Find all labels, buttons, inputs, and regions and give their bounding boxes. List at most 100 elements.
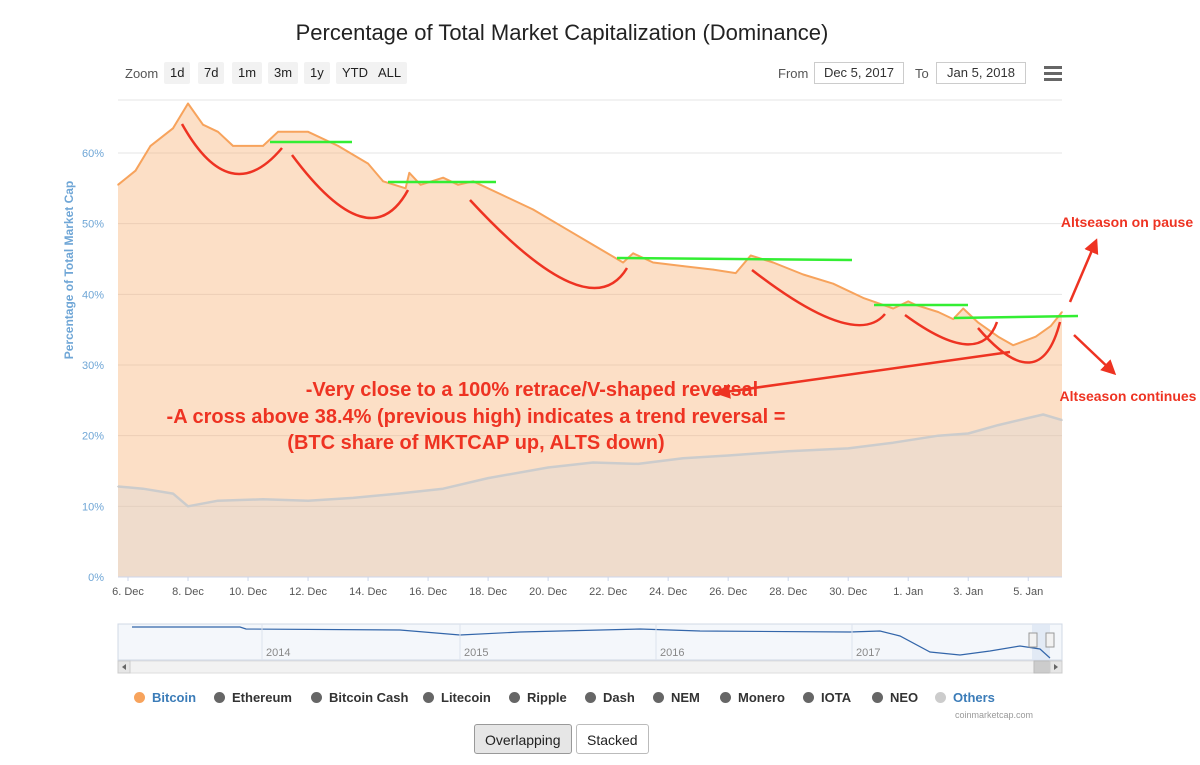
annotation-line-3: (BTC share of MKTCAP up, ALTS down) <box>287 432 664 454</box>
data-point-bitcoin <box>962 307 964 310</box>
zoom-all-button[interactable]: ALL <box>372 62 408 84</box>
data-point-bitcoin <box>622 261 624 264</box>
y-tick-label: 40% <box>82 289 104 301</box>
data-point-bitcoin <box>977 321 979 324</box>
legend-label: Dash <box>603 690 635 705</box>
x-tick-label: 16. Dec <box>409 586 447 598</box>
data-point-others <box>1027 417 1029 419</box>
series-area-bitcoin <box>118 103 1062 577</box>
legend-item-ethereum[interactable]: Ethereum <box>214 690 292 705</box>
arrow-continues <box>1073 334 1117 376</box>
chart-title: Percentage of Total Market Capitalizatio… <box>295 20 829 45</box>
data-point-others <box>262 498 264 501</box>
legend-dot-icon <box>585 692 596 703</box>
zoom-3m-button[interactable]: 3m <box>268 62 299 84</box>
credits-link[interactable]: coinmarketcap.com <box>955 710 1034 720</box>
navigator-left-handle[interactable] <box>1028 632 1038 648</box>
legend-item-monero[interactable]: Monero <box>720 690 785 705</box>
legend-label: Bitcoin Cash <box>329 690 409 705</box>
annotation-line-2: -A cross above 38.4% (previous high) ind… <box>167 406 786 428</box>
data-point-bitcoin <box>217 131 219 133</box>
data-point-bitcoin <box>592 244 594 246</box>
legend-dot-icon <box>214 692 225 703</box>
data-point-others <box>727 454 729 457</box>
data-point-bitcoin <box>202 123 204 126</box>
retrace-curve-6 <box>977 321 1062 364</box>
data-point-bitcoin <box>907 300 909 303</box>
x-tick-label: 10. Dec <box>229 586 267 598</box>
legend-item-iota[interactable]: IOTA <box>803 690 851 705</box>
legend-item-others[interactable]: Others <box>935 690 995 705</box>
legend-item-bitcoin-cash[interactable]: Bitcoin Cash <box>311 690 408 705</box>
legend-label: Ripple <box>527 690 567 705</box>
navigator-scrollbar[interactable] <box>117 660 1063 674</box>
zoom-ytd-button[interactable]: YTD <box>336 62 374 84</box>
legend-dot-icon <box>935 692 946 703</box>
data-point-others <box>1061 419 1063 421</box>
data-point-bitcoin <box>1061 311 1063 313</box>
zoom-1m-button[interactable]: 1m <box>232 62 263 84</box>
legend-item-dash[interactable]: Dash <box>585 690 635 705</box>
legend-dot-icon <box>803 692 814 703</box>
overlapping-button[interactable]: Overlapping <box>474 724 572 754</box>
legend-dot-icon <box>720 692 731 703</box>
from-date-input[interactable]: Dec 5, 2017 <box>814 62 904 84</box>
legend-item-neo[interactable]: NEO <box>872 690 918 705</box>
data-point-others <box>787 450 789 453</box>
legend-dot-icon <box>509 692 520 703</box>
x-tick-label: 8. Dec <box>172 586 204 598</box>
zoom-1y-button[interactable]: 1y <box>304 62 330 84</box>
data-point-others <box>487 477 489 479</box>
data-point-bitcoin <box>187 102 189 105</box>
data-point-bitcoin <box>832 282 834 285</box>
retrace-curve-4 <box>751 269 886 327</box>
data-point-bitcoin <box>734 272 737 274</box>
data-point-bitcoin <box>892 307 894 310</box>
to-date-input[interactable]: Jan 5, 2018 <box>936 62 1026 84</box>
data-point-others <box>637 463 639 465</box>
zoom-label: Zoom <box>125 66 159 81</box>
legend-dot-icon <box>423 692 434 703</box>
x-tick-label: 22. Dec <box>589 586 627 598</box>
legend-item-litecoin[interactable]: Litecoin <box>423 690 491 705</box>
navigator-right-handle[interactable] <box>1045 632 1055 648</box>
data-point-bitcoin <box>749 254 752 257</box>
y-tick-label: 10% <box>82 501 104 513</box>
data-point-bitcoin <box>149 145 152 147</box>
navigator[interactable]: 2014 2015 2016 2017 <box>117 623 1063 661</box>
data-point-others <box>547 466 549 469</box>
data-point-bitcoin <box>682 265 684 267</box>
x-axis-tick-labels: 6. Dec 8. Dec 10. Dec 12. Dec 14. Dec 16. Dec… <box>112 577 1043 598</box>
data-point-bitcoin <box>1012 344 1014 347</box>
scrollbar-thumb[interactable] <box>1033 660 1051 674</box>
resistance-level-5 <box>953 314 1079 320</box>
legend-item-ripple[interactable]: Ripple <box>509 690 567 705</box>
x-tick-label: 30. Dec <box>829 586 867 598</box>
data-point-bitcoin <box>172 127 174 130</box>
data-point-bitcoin <box>404 187 407 190</box>
x-tick-label: 26. Dec <box>709 586 747 598</box>
data-point-bitcoin <box>1034 335 1037 338</box>
zoom-1d-button[interactable]: 1d <box>164 62 191 84</box>
data-point-others <box>217 499 219 502</box>
annotation-pause: Altseason on pause <box>1061 214 1193 230</box>
data-point-others <box>997 424 999 426</box>
retrace-curve-1 <box>180 123 283 176</box>
data-point-bitcoin <box>277 131 279 133</box>
data-point-bitcoin <box>292 131 294 133</box>
data-point-others <box>937 434 939 437</box>
data-point-bitcoin <box>232 145 234 147</box>
data-point-bitcoin <box>562 226 564 228</box>
legend-dot-icon <box>872 692 883 703</box>
hamburger-menu-icon[interactable] <box>1044 66 1062 81</box>
legend-item-nem[interactable]: NEM <box>653 690 700 705</box>
x-tick-label: 1. Jan <box>893 586 923 598</box>
data-point-others <box>592 461 594 464</box>
data-point-bitcoin <box>712 268 714 271</box>
data-point-others <box>172 492 174 495</box>
zoom-7d-button[interactable]: 7d <box>198 62 225 84</box>
y-tick-label: 30% <box>82 360 104 372</box>
legend-item-bitcoin[interactable]: Bitcoin <box>134 690 196 705</box>
stacked-button[interactable]: Stacked <box>576 724 649 754</box>
retrace-curve-5 <box>904 313 999 346</box>
